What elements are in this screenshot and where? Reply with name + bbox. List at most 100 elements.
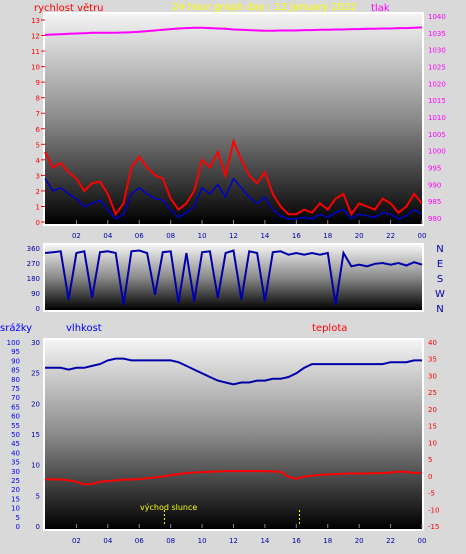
pressure-axis-tick-label: 1030 xyxy=(428,47,446,55)
precip-axis-tick-label: 20 xyxy=(31,400,40,408)
humidity-axis-tick-label: 25 xyxy=(11,477,20,485)
wind-axis-tick-label: 9 xyxy=(36,79,40,87)
direction-axis-tick-label: 180 xyxy=(27,275,40,283)
wind-axis-tick-label: 0 xyxy=(36,219,40,227)
wind-axis-tick-label: 7 xyxy=(36,110,40,118)
humidity-x-axis-label: 18 xyxy=(323,537,332,545)
temperature-axis-tick-label: 0 xyxy=(428,473,432,481)
temperature-axis-tick-label: 15 xyxy=(428,423,437,431)
pressure-axis-tick-label: 985 xyxy=(428,198,441,206)
humidity-axis-tick-label: 10 xyxy=(11,505,20,513)
precip-axis-tick-label: 5 xyxy=(36,492,40,500)
temperature-axis-tick-label: 25 xyxy=(428,389,437,397)
humidity-x-axis-label: 04 xyxy=(103,537,112,545)
pressure-axis-tick-label: 1015 xyxy=(428,97,446,105)
pressure-axis-tick-label: 1040 xyxy=(428,13,446,21)
pressure-label: tlak xyxy=(371,3,390,14)
temperature-axis-tick-label: 30 xyxy=(428,372,437,380)
humidity-axis-tick-label: 50 xyxy=(11,431,20,439)
direction-axis-tick-label: 270 xyxy=(27,260,40,268)
compass-label: E xyxy=(437,259,443,270)
humidity-axis-tick-label: 80 xyxy=(11,376,20,384)
precip-axis-tick-label: 10 xyxy=(31,462,40,470)
wind-axis-tick-label: 8 xyxy=(36,95,40,103)
wind-axis-tick-label: 1 xyxy=(36,203,40,211)
temperature-axis-tick-label: 35 xyxy=(428,356,437,364)
temperature-axis-tick-label: -5 xyxy=(428,490,435,498)
humidity-axis-tick-label: 95 xyxy=(11,348,20,356)
sunrise-annotation: východ slunce xyxy=(140,503,197,512)
precip-axis-tick-label: 30 xyxy=(31,339,40,347)
chart-title: 24 hour graph day : 12 January 2022 xyxy=(172,2,357,13)
gust-series-line xyxy=(44,177,423,220)
precipitation-label: srážky xyxy=(0,322,32,334)
compass-label: N xyxy=(436,304,443,315)
humidity-x-axis-label: 02 xyxy=(72,537,81,545)
panel-humidity-plot xyxy=(45,340,422,529)
humidity-x-axis-label: 14 xyxy=(260,537,269,545)
wind-x-axis-label: 14 xyxy=(260,232,269,240)
humidity-axis-tick-label: 15 xyxy=(11,495,20,503)
humidity-axis-tick-label: 40 xyxy=(11,449,20,457)
wind-x-axis-label: 22 xyxy=(386,232,395,240)
humidity-axis-tick-label: 70 xyxy=(11,394,20,402)
humidity-x-axis-label: 22 xyxy=(386,537,395,545)
humidity-axis-tick-label: 90 xyxy=(11,357,20,365)
humidity-x-axis-label: 00 xyxy=(418,537,427,545)
pressure-axis-tick-label: 1010 xyxy=(428,114,446,122)
precip-axis-tick-label: 15 xyxy=(31,431,40,439)
pressure-axis-tick-label: 1000 xyxy=(428,148,446,156)
precip-axis-tick-label: 0 xyxy=(36,523,40,531)
pressure-axis-tick-label: 1005 xyxy=(428,131,446,139)
pressure-axis-tick-label: 990 xyxy=(428,181,441,189)
wind-axis-tick-label: 3 xyxy=(36,172,40,180)
wind-axis-tick-label: 12 xyxy=(31,33,40,41)
humidity-axis-tick-label: 30 xyxy=(11,468,20,476)
wind-speed-label: rychlost větru xyxy=(34,2,104,14)
wind-x-axis-label: 10 xyxy=(198,232,207,240)
temperature-label: teplota xyxy=(312,323,347,334)
humidity-axis-tick-label: 20 xyxy=(11,486,20,494)
compass-label: N xyxy=(436,244,443,255)
humidity-series-line xyxy=(45,357,422,386)
compass-label: S xyxy=(437,274,443,285)
temperature-axis-tick-label: 20 xyxy=(428,406,437,414)
humidity-axis-tick-label: 35 xyxy=(11,459,20,467)
panel-wind-plot xyxy=(45,14,422,224)
wind-axis-tick-label: 4 xyxy=(36,157,41,165)
wind-x-axis-label: 20 xyxy=(355,232,364,240)
pressure-axis-tick-label: 1025 xyxy=(428,64,446,72)
humidity-axis-tick-label: 100 xyxy=(7,339,20,347)
wind-x-axis-label: 04 xyxy=(103,232,112,240)
wind-axis-tick-label: 2 xyxy=(36,188,40,196)
wind-axis-tick-label: 10 xyxy=(31,64,40,72)
wind-x-axis-label: 08 xyxy=(166,232,175,240)
humidity-x-axis-label: 20 xyxy=(355,537,364,545)
humidity-x-axis-label: 06 xyxy=(135,537,144,545)
humidity-axis-tick-label: 75 xyxy=(11,385,20,393)
pressure-series-line xyxy=(44,26,423,36)
temperature-axis-tick-label: 5 xyxy=(428,456,432,464)
direction-axis-tick-label: 360 xyxy=(27,245,40,253)
wind-x-axis-label: 18 xyxy=(323,232,332,240)
temperature-axis-tick-label: -15 xyxy=(428,523,439,531)
temperature-axis-tick-label: -10 xyxy=(428,506,439,514)
chart-marks: 0123456789101112139809859909951000100510… xyxy=(7,13,446,545)
wind-axis-tick-label: 11 xyxy=(31,48,40,56)
temperature-axis-tick-label: 10 xyxy=(428,439,437,447)
wind-x-axis-label: 06 xyxy=(135,232,144,240)
pressure-axis-tick-label: 980 xyxy=(428,215,441,223)
humidity-x-axis-label: 08 xyxy=(166,537,175,545)
humidity-x-axis-label: 16 xyxy=(292,537,301,545)
humidity-axis-tick-label: 60 xyxy=(11,413,20,421)
humidity-axis-tick-label: 65 xyxy=(11,403,20,411)
humidity-label: vlhkost xyxy=(66,323,102,334)
humidity-axis-tick-label: 0 xyxy=(16,523,20,531)
wind-x-axis-label: 12 xyxy=(229,232,238,240)
pressure-axis-tick-label: 1035 xyxy=(428,30,446,38)
temperature-axis-tick-label: 40 xyxy=(428,339,437,347)
humidity-x-axis-label: 10 xyxy=(198,537,207,545)
humidity-x-axis-label: 12 xyxy=(229,537,238,545)
